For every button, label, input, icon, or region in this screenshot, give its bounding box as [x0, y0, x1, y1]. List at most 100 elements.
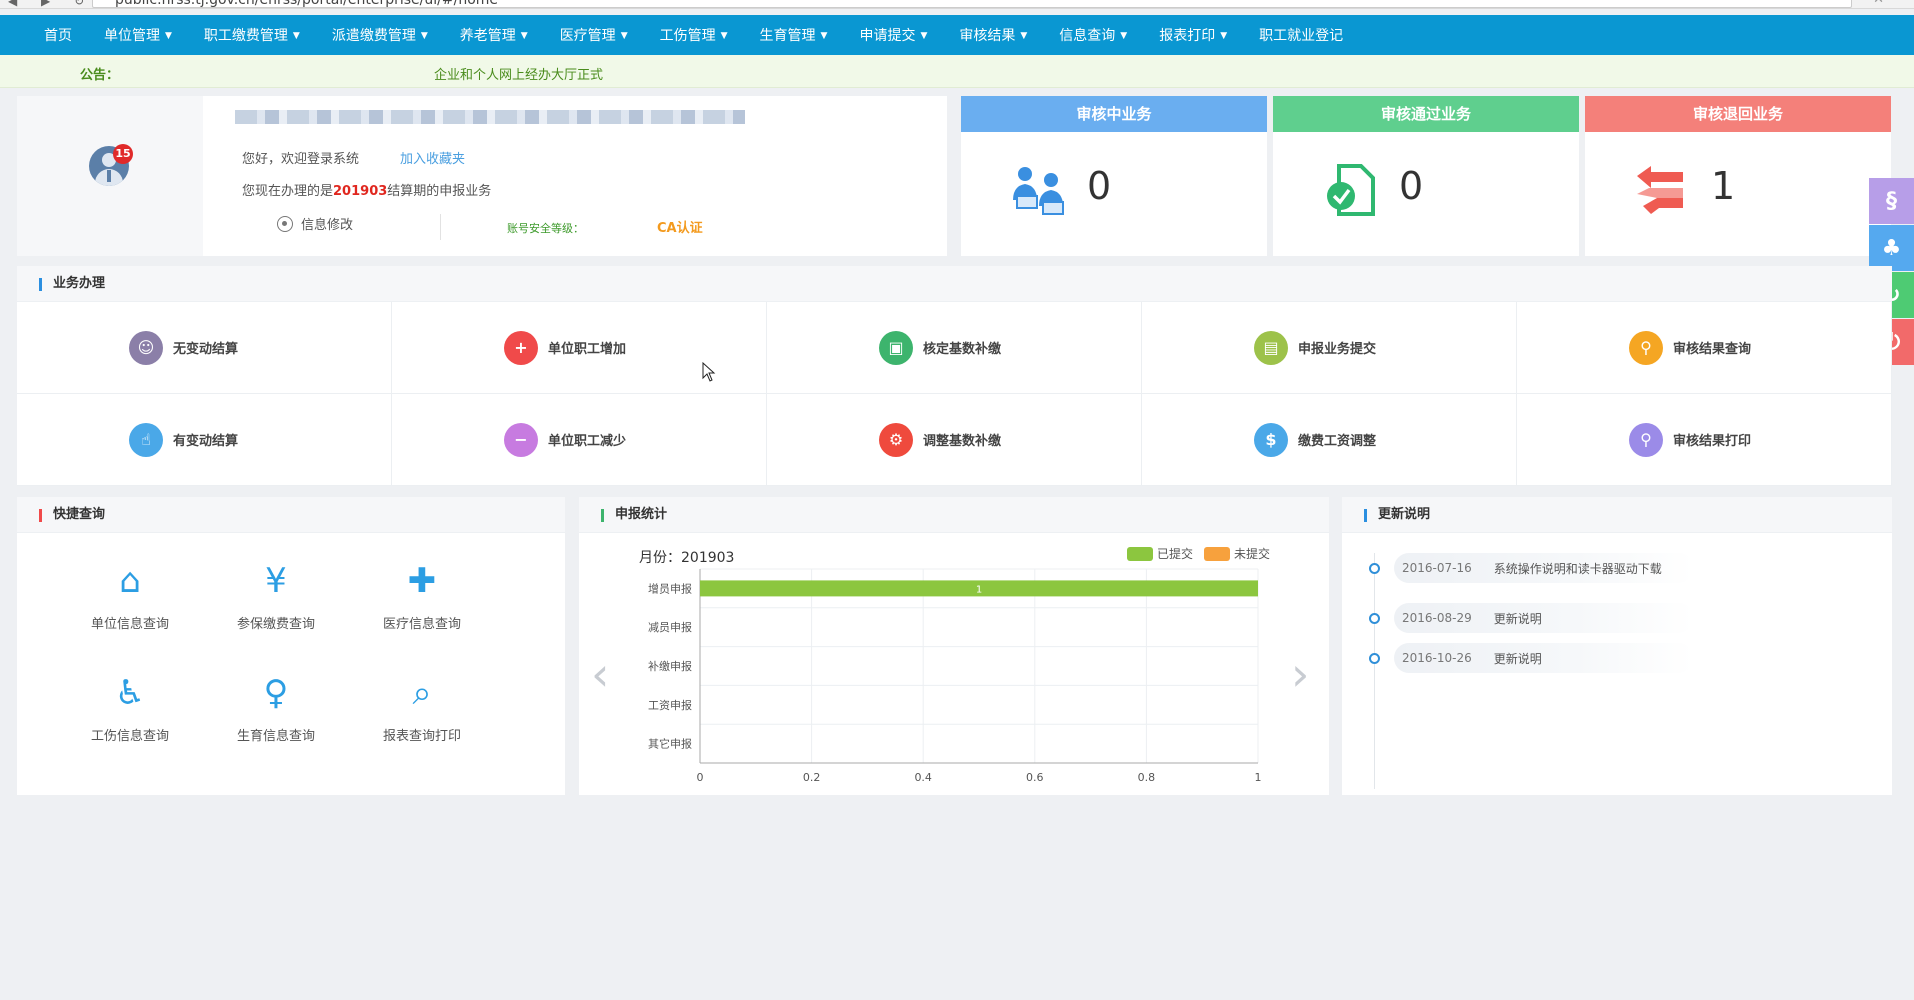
- nav-item-2[interactable]: 职工缴费管理 ▼: [203, 28, 300, 44]
- period-value: 201903: [333, 184, 388, 199]
- business-item-label: 单位职工增加: [548, 342, 627, 357]
- update-item-1[interactable]: 2016-08-29 更新说明: [1394, 603, 1694, 633]
- notification-badge[interactable]: 15: [113, 144, 133, 164]
- update-item-2[interactable]: 2016-10-26 更新说明: [1394, 643, 1694, 673]
- update-title: 更新说明: [1493, 611, 1542, 626]
- business-item-label: 缴费工资调整: [1298, 434, 1377, 449]
- legend-item-submitted[interactable]: 已提交: [1127, 545, 1193, 562]
- notice-bar: 公告： 企业和个人网上经办大厅正式: [0, 55, 1914, 88]
- address-bar[interactable]: public.hrss.tj.gov.cn/ehrss/portal/enter…: [92, 0, 1852, 8]
- quick-query-label: 生育信息查询: [236, 729, 315, 744]
- timeline-line: [1374, 553, 1375, 789]
- business-item-1[interactable]: + 单位职工增加: [392, 302, 767, 394]
- business-item-label: 申报业务提交: [1298, 342, 1377, 357]
- legend-swatch: [1204, 546, 1230, 561]
- period-text: 您现在办理的是201903结算期的申报业务: [242, 184, 492, 199]
- close-tab-icon[interactable]: ✕: [1873, 0, 1884, 7]
- chart-next-button[interactable]: ›: [1291, 647, 1310, 701]
- chevron-down-icon: ▼: [420, 31, 428, 41]
- stat-card-returned[interactable]: 审核退回业务 1: [1585, 96, 1891, 256]
- stat-card-pending[interactable]: 审核中业务 0: [961, 96, 1267, 256]
- chevron-down-icon: ▼: [720, 31, 728, 41]
- quick-query-grid: ⌂ 单位信息查询 ¥ 参保缴费查询 ✚ 医疗信息查询 ♿ 工伤信息查询 ♀ 生育信息查询 ⌕ 报表查询…: [57, 557, 497, 781]
- stat-card-approved[interactable]: 审核通过业务 0: [1273, 96, 1579, 256]
- business-item-4[interactable]: ⚲ 审核结果查询: [1517, 302, 1892, 394]
- edit-info-button[interactable]: 信息修改: [277, 214, 353, 233]
- timeline-dot: [1369, 613, 1380, 624]
- quick-query-label: 报表查询打印: [382, 729, 461, 744]
- business-section: 业务办理 ☺ 无变动结算 + 单位职工增加 ▣ 核定基数补缴 ▤ 申报业务提交 ⚲ 审核结果查询 ☝…: [17, 266, 1892, 486]
- update-title: 更新说明: [1493, 651, 1542, 666]
- chart-month-value: 201903: [681, 550, 735, 566]
- quick-query-item-0[interactable]: ⌂ 单位信息查询: [57, 557, 203, 669]
- legend-swatch: [1127, 546, 1153, 561]
- quick-query-item-3[interactable]: ♿ 工伤信息查询: [57, 669, 203, 781]
- stats-chart-section: 申报统计 月份：201903 已提交 未提交 0 0.2 0.4 0.6 0.8 1 增员申…: [579, 497, 1329, 795]
- ca-auth-label[interactable]: CA认证: [657, 221, 703, 236]
- x-tick-label: 0.8: [1138, 771, 1156, 784]
- notice-label: 公告：: [80, 68, 120, 83]
- update-date: 2016-07-16: [1402, 561, 1472, 575]
- chevron-down-icon: ▼: [1220, 31, 1228, 41]
- nav-item-11[interactable]: 报表打印 ▼: [1159, 28, 1228, 44]
- nav-item-0[interactable]: 首页: [44, 28, 72, 44]
- business-item-3[interactable]: ▤ 申报业务提交: [1142, 302, 1517, 394]
- category-label: 其它申报: [648, 737, 692, 751]
- business-item-icon: ⚙: [879, 422, 913, 457]
- quick-query-item-1[interactable]: ¥ 参保缴费查询: [203, 557, 349, 669]
- category-label: 补缴申报: [648, 659, 692, 673]
- category-label: 增员申报: [648, 581, 692, 595]
- business-item-7[interactable]: ⚙ 调整基数补缴: [767, 394, 1142, 486]
- business-item-8[interactable]: $ 缴费工资调整: [1142, 394, 1517, 486]
- business-item-label: 审核结果打印: [1673, 434, 1752, 449]
- business-item-icon: ⚲: [1629, 422, 1663, 457]
- business-item-9[interactable]: ⚲ 审核结果打印: [1517, 394, 1892, 486]
- nav-item-12[interactable]: 职工就业登记: [1259, 28, 1344, 44]
- quick-query-item-2[interactable]: ✚ 医疗信息查询: [349, 557, 495, 669]
- business-item-6[interactable]: − 单位职工减少: [392, 394, 767, 486]
- business-item-icon: ▣: [879, 330, 913, 365]
- chevron-down-icon: ▼: [165, 31, 172, 41]
- stat-card-title: 审核退回业务: [1585, 96, 1891, 132]
- chevron-down-icon: ▼: [1120, 31, 1128, 41]
- quick-query-item-5[interactable]: ⌕ 报表查询打印: [349, 669, 495, 781]
- browser-nav-arrows[interactable]: ◀ ▶ ↻: [8, 0, 95, 8]
- company-name-blurred: [235, 110, 745, 124]
- nav-item-4[interactable]: 养老管理 ▼: [459, 28, 528, 44]
- chart-prev-button[interactable]: ‹: [591, 647, 610, 701]
- business-grid: ☺ 无变动结算 + 单位职工增加 ▣ 核定基数补缴 ▤ 申报业务提交 ⚲ 审核结果查询 ☝ 有变动结算…: [17, 302, 1892, 486]
- main-nav-bar: 首页 单位管理 ▼ 职工缴费管理 ▼ 派遣缴费管理 ▼ 养老管理 ▼ 医疗管理 ▼ 工伤管理 ▼ 生育管理…: [0, 15, 1914, 55]
- quick-query-label: 工伤信息查询: [90, 729, 169, 744]
- business-item-icon: ☝: [129, 422, 163, 457]
- nav-item-3[interactable]: 派遣缴费管理 ▼: [331, 28, 428, 44]
- nav-item-5[interactable]: 医疗管理 ▼: [559, 28, 628, 44]
- chevron-down-icon: ▼: [920, 31, 928, 41]
- greeting-text: 您好，欢迎登录系统: [242, 152, 360, 167]
- quick-query-section: 快捷查询 ⌂ 单位信息查询 ¥ 参保缴费查询 ✚ 医疗信息查询 ♿ 工伤信息查询 ♀ 生育信息查询…: [17, 497, 565, 795]
- nav-item-10[interactable]: 信息查询 ▼: [1059, 28, 1128, 44]
- add-favorite-link[interactable]: 加入收藏夹: [400, 152, 466, 167]
- nav-item-8[interactable]: 申请提交 ▼: [859, 28, 928, 44]
- business-item-label: 有变动结算: [173, 434, 239, 449]
- nav-item-6[interactable]: 工伤管理 ▼: [659, 28, 728, 44]
- nav-item-9[interactable]: 审核结果 ▼: [959, 28, 1028, 44]
- si-logo-button[interactable]: §: [1869, 178, 1914, 224]
- quick-query-icon: ⌕: [412, 673, 432, 713]
- nav-item-7[interactable]: 生育管理 ▼: [759, 28, 828, 44]
- avatar-box: 15: [17, 96, 203, 256]
- quick-query-label: 参保缴费查询: [236, 617, 315, 632]
- quick-query-item-4[interactable]: ♀ 生育信息查询: [203, 669, 349, 781]
- update-item-0[interactable]: 2016-07-16 系统操作说明和读卡器驱动下载: [1394, 553, 1694, 583]
- legend-item-unsubmitted[interactable]: 未提交: [1204, 545, 1270, 562]
- business-item-2[interactable]: ▣ 核定基数补缴: [767, 302, 1142, 394]
- nav-item-1[interactable]: 单位管理 ▼: [104, 28, 172, 44]
- business-item-5[interactable]: ☝ 有变动结算: [17, 394, 392, 486]
- business-item-label: 审核结果查询: [1673, 342, 1752, 357]
- notice-text[interactable]: 企业和个人网上经办大厅正式: [434, 68, 604, 83]
- business-item-0[interactable]: ☺ 无变动结算: [17, 302, 392, 394]
- x-tick-label: 0.2: [803, 771, 821, 784]
- business-item-icon: ▤: [1254, 330, 1288, 365]
- stat-card-title: 审核通过业务: [1273, 96, 1579, 132]
- tree-button[interactable]: ♣: [1869, 225, 1914, 271]
